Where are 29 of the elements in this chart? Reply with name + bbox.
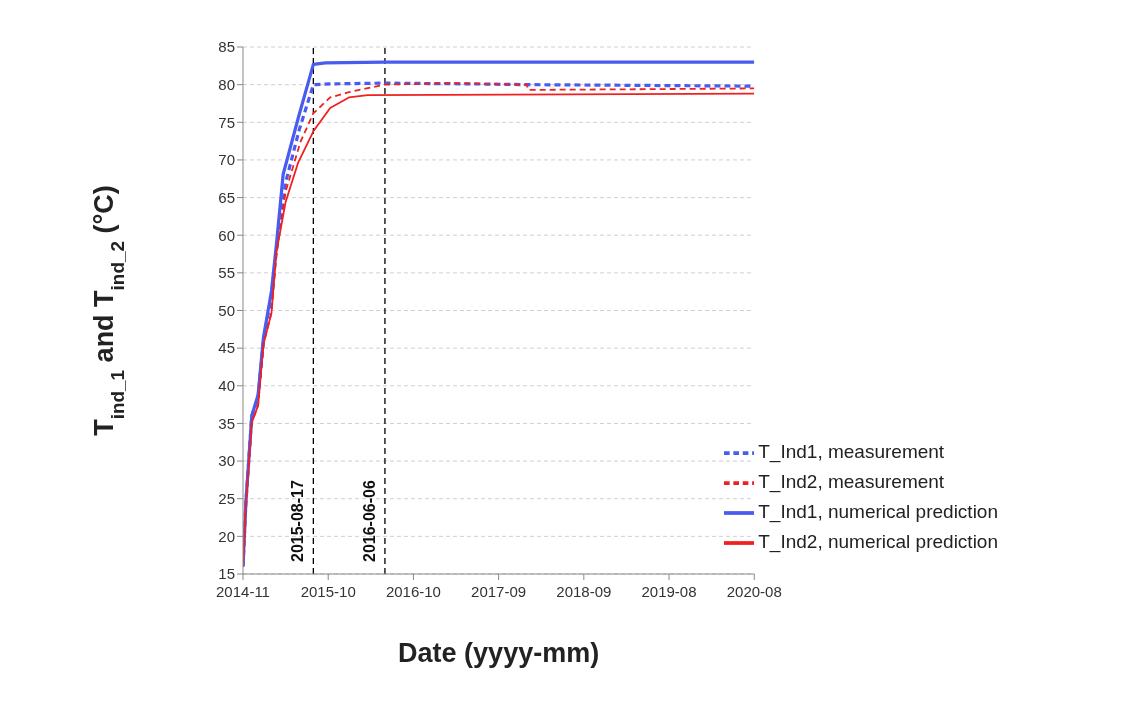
ref-line-label: 2016-06-06 xyxy=(360,480,378,562)
legend-label: T_Ind1, numerical prediction xyxy=(758,501,998,523)
legend-label: T_Ind2, measurement xyxy=(758,471,945,493)
y-tick-label: 75 xyxy=(218,113,235,131)
y-tick-label: 60 xyxy=(218,226,235,244)
y-tick-label: 65 xyxy=(218,188,235,206)
x-tick-label: 2017-09 xyxy=(471,582,527,600)
x-tick-label: 2015-10 xyxy=(300,582,356,600)
y-tick-label: 45 xyxy=(218,339,235,357)
y-tick-label: 50 xyxy=(218,301,235,319)
legend-label: T_Ind1, measurement xyxy=(758,441,945,463)
y-tick-label: 35 xyxy=(218,414,235,432)
ref-line-label: 2015-08-17 xyxy=(289,480,307,562)
y-tick-label: 20 xyxy=(218,527,235,545)
y-tick-label: 25 xyxy=(218,490,235,508)
y-tick-label: 40 xyxy=(218,377,235,395)
x-tick-label: 2016-10 xyxy=(385,582,441,600)
y-tick-label: 30 xyxy=(218,452,235,470)
y-tick-label: 55 xyxy=(218,264,235,282)
x-tick-label: 2019-08 xyxy=(641,582,697,600)
x-tick-label: 2020-08 xyxy=(726,582,782,600)
x-tick-label: 2018-09 xyxy=(556,582,612,600)
y-tick-label: 80 xyxy=(218,75,235,93)
y-tick-label: 70 xyxy=(218,151,235,169)
legend-label: T_Ind2, numerical prediction xyxy=(758,531,998,553)
y-tick-label: 85 xyxy=(218,38,235,56)
x-tick-label: 2014-11 xyxy=(216,582,270,600)
y-tick-label: 15 xyxy=(218,565,235,583)
x-axis-title: Date (yyyy-mm) xyxy=(398,638,600,668)
